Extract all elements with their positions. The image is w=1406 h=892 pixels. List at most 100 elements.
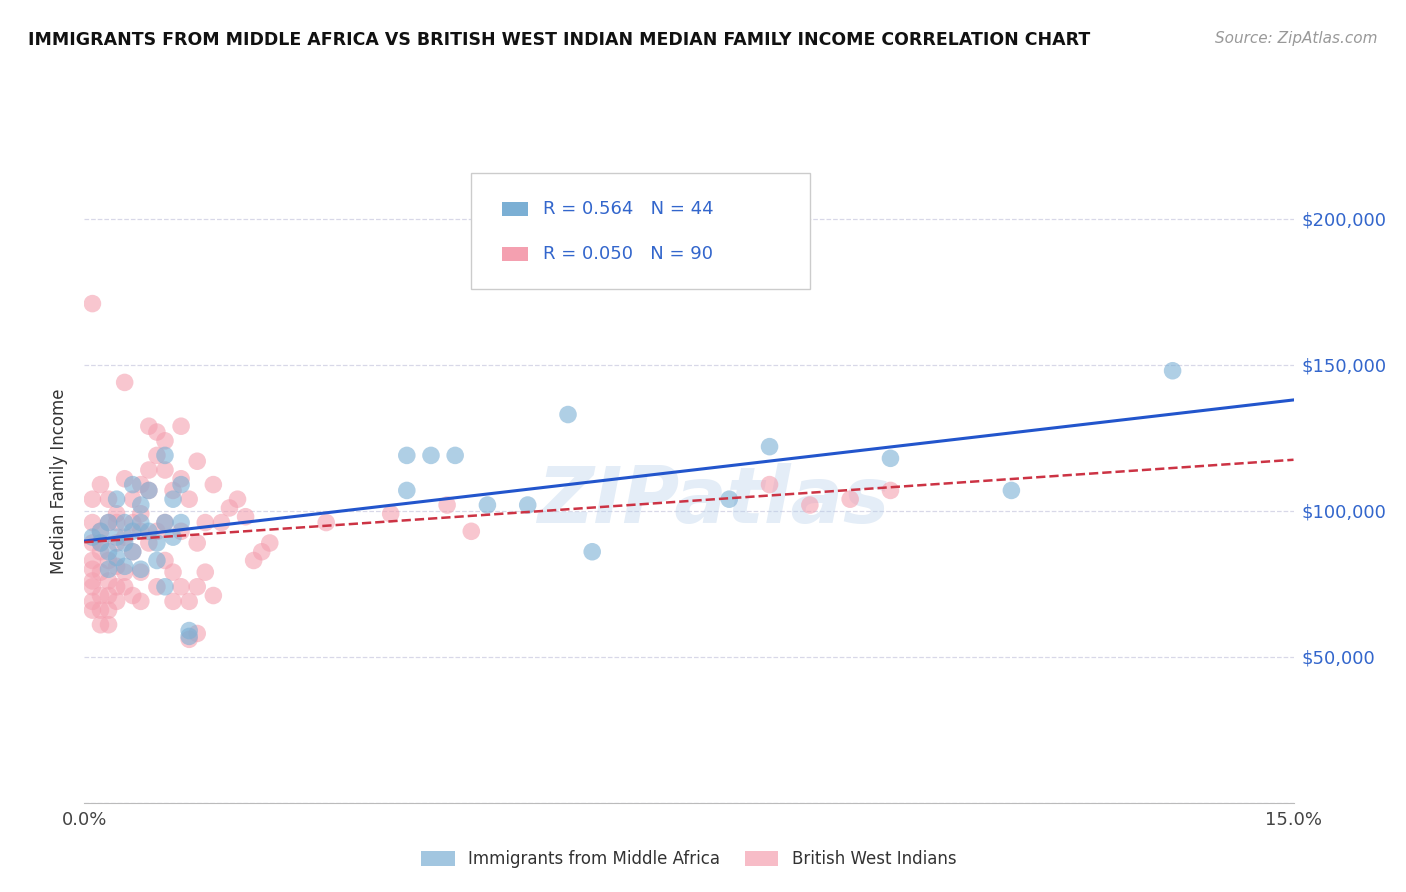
Point <box>82 516 104 530</box>
Point <box>170 419 193 434</box>
Point <box>114 530 136 544</box>
Point <box>226 492 249 507</box>
Point <box>97 516 120 530</box>
Point <box>242 553 264 567</box>
Point <box>1000 483 1022 498</box>
Point <box>97 574 120 588</box>
Point <box>129 477 152 491</box>
Point <box>89 477 111 491</box>
Point <box>1161 364 1184 378</box>
Point <box>97 492 120 507</box>
Point <box>105 492 128 507</box>
Point <box>146 425 169 439</box>
Point <box>129 524 152 539</box>
Point <box>235 509 257 524</box>
Text: Source: ZipAtlas.com: Source: ZipAtlas.com <box>1215 31 1378 46</box>
Point <box>82 530 104 544</box>
Point <box>82 536 104 550</box>
Point <box>89 565 111 579</box>
Point <box>436 498 458 512</box>
Point <box>89 589 111 603</box>
Point <box>170 580 193 594</box>
Point <box>557 408 579 422</box>
Point <box>380 507 402 521</box>
Point <box>146 524 169 539</box>
Point <box>153 553 176 567</box>
Point <box>97 516 120 530</box>
Point <box>138 524 160 539</box>
Point <box>138 483 160 498</box>
Point <box>114 376 136 390</box>
Point <box>179 629 201 643</box>
Point <box>97 603 120 617</box>
Point <box>89 536 111 550</box>
Point <box>105 550 128 565</box>
Point <box>146 580 169 594</box>
Point <box>186 454 208 468</box>
Point <box>194 516 217 530</box>
Point <box>516 498 538 512</box>
Point <box>758 477 780 491</box>
Point <box>170 524 193 539</box>
Point <box>105 530 128 544</box>
Point <box>129 498 152 512</box>
Point <box>218 500 240 515</box>
Point <box>89 617 111 632</box>
Point <box>170 472 193 486</box>
Point <box>758 440 780 454</box>
Point <box>179 594 201 608</box>
Point <box>129 516 152 530</box>
Point <box>97 553 120 567</box>
Point <box>153 516 176 530</box>
Point <box>395 449 418 463</box>
Point <box>105 516 128 530</box>
Point <box>82 296 104 310</box>
Point <box>839 492 862 507</box>
Point <box>105 507 128 521</box>
Point <box>153 449 176 463</box>
Point <box>879 483 901 498</box>
Point <box>138 483 160 498</box>
Point <box>194 565 217 579</box>
Point <box>581 545 603 559</box>
Point <box>121 477 143 491</box>
Point <box>105 559 128 574</box>
FancyBboxPatch shape <box>471 173 810 289</box>
Point <box>420 449 443 463</box>
Point <box>718 492 741 507</box>
Point <box>121 492 143 507</box>
Point <box>97 589 120 603</box>
Point <box>129 594 152 608</box>
Point <box>879 451 901 466</box>
Point <box>114 559 136 574</box>
Point <box>121 589 143 603</box>
Point <box>114 472 136 486</box>
Point <box>477 498 499 512</box>
Point <box>121 516 143 530</box>
Point <box>82 553 104 567</box>
Point <box>82 580 104 594</box>
Point <box>129 562 152 576</box>
Point <box>170 516 193 530</box>
Point <box>105 580 128 594</box>
Point <box>121 524 143 539</box>
Text: R = 0.050   N = 90: R = 0.050 N = 90 <box>543 244 713 262</box>
Point <box>460 524 482 539</box>
Point <box>121 545 143 559</box>
Legend: Immigrants from Middle Africa, British West Indians: Immigrants from Middle Africa, British W… <box>415 844 963 875</box>
Point <box>202 477 225 491</box>
Point <box>82 562 104 576</box>
Point <box>153 580 176 594</box>
Point <box>153 516 176 530</box>
Point <box>179 492 201 507</box>
Point <box>105 536 128 550</box>
Point <box>162 492 184 507</box>
Point <box>105 594 128 608</box>
Text: ZIPatlas: ZIPatlas <box>537 463 889 539</box>
Point <box>97 617 120 632</box>
Point <box>82 594 104 608</box>
Point <box>259 536 281 550</box>
Point <box>146 536 169 550</box>
Point <box>153 434 176 448</box>
Point <box>114 565 136 579</box>
